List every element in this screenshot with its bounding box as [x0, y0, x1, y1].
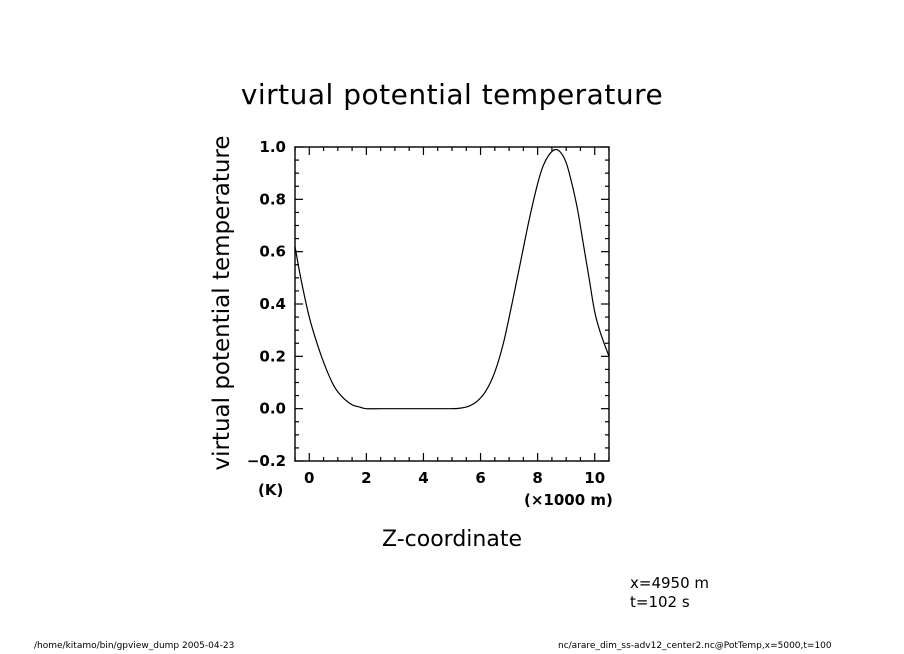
- y-axis-unit: (K): [258, 481, 284, 499]
- x-tick-label: 10: [584, 469, 605, 487]
- chart-title: virtual potential temperature: [240, 78, 664, 111]
- y-tick-label: 0.0: [259, 400, 286, 418]
- y-tick-label: 0.6: [259, 243, 286, 261]
- x-tick-label: 2: [361, 469, 371, 487]
- x-tick-label: 6: [475, 469, 485, 487]
- y-tick-label: 1.0: [259, 138, 286, 156]
- y-axis-label: virtual potential temperature: [209, 135, 235, 471]
- x-axis-unit: (×1000 m): [524, 491, 613, 509]
- y-tick-label: −0.2: [247, 452, 286, 470]
- x-axis-label: Z-coordinate: [382, 527, 522, 552]
- plot-frame: [294, 146, 610, 462]
- info-x-position: x=4950 m: [630, 574, 709, 592]
- footer-right-text: nc/arare_dim_ss-adv12_center2.nc@PotTemp…: [558, 641, 832, 651]
- series-line: [294, 148, 610, 410]
- footer-left-text: /home/kitamo/bin/gpview_dump 2005-04-23: [34, 641, 235, 651]
- axis-tick-labels: 0 2 4 6 8 10 −0.2 0.0 0.2 0.4 0.6 0.8 1.0: [247, 138, 605, 487]
- x-tick-label: 8: [532, 469, 542, 487]
- x-tick-label: 4: [418, 469, 428, 487]
- x-tick-label: 0: [304, 469, 314, 487]
- y-tick-label: 0.4: [259, 295, 286, 313]
- y-tick-label: 0.8: [259, 190, 286, 208]
- info-time: t=102 s: [630, 593, 690, 611]
- y-tick-label: 0.2: [259, 347, 286, 365]
- axis-ticks: [294, 146, 610, 462]
